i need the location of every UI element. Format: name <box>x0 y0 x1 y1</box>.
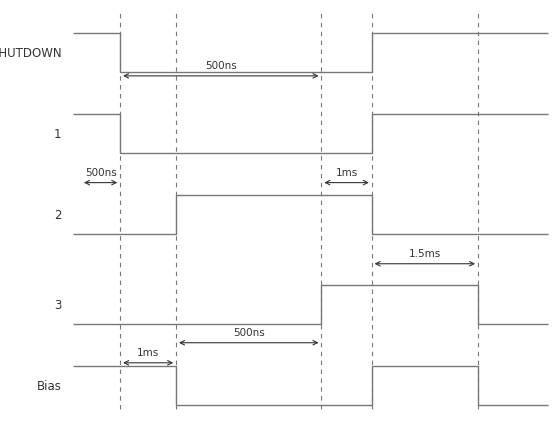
Text: 1.5ms: 1.5ms <box>409 249 441 259</box>
Text: 500ns: 500ns <box>233 328 264 337</box>
Text: Bias: Bias <box>37 379 61 392</box>
Text: 500ns: 500ns <box>85 168 116 178</box>
Text: 1: 1 <box>54 128 61 141</box>
Text: 500ns: 500ns <box>205 61 236 71</box>
Text: 2: 2 <box>54 209 61 222</box>
Text: 1ms: 1ms <box>137 348 159 357</box>
Text: 1ms: 1ms <box>335 168 358 178</box>
Text: 3: 3 <box>54 298 61 311</box>
Text: SHUTDOWN: SHUTDOWN <box>0 47 61 60</box>
